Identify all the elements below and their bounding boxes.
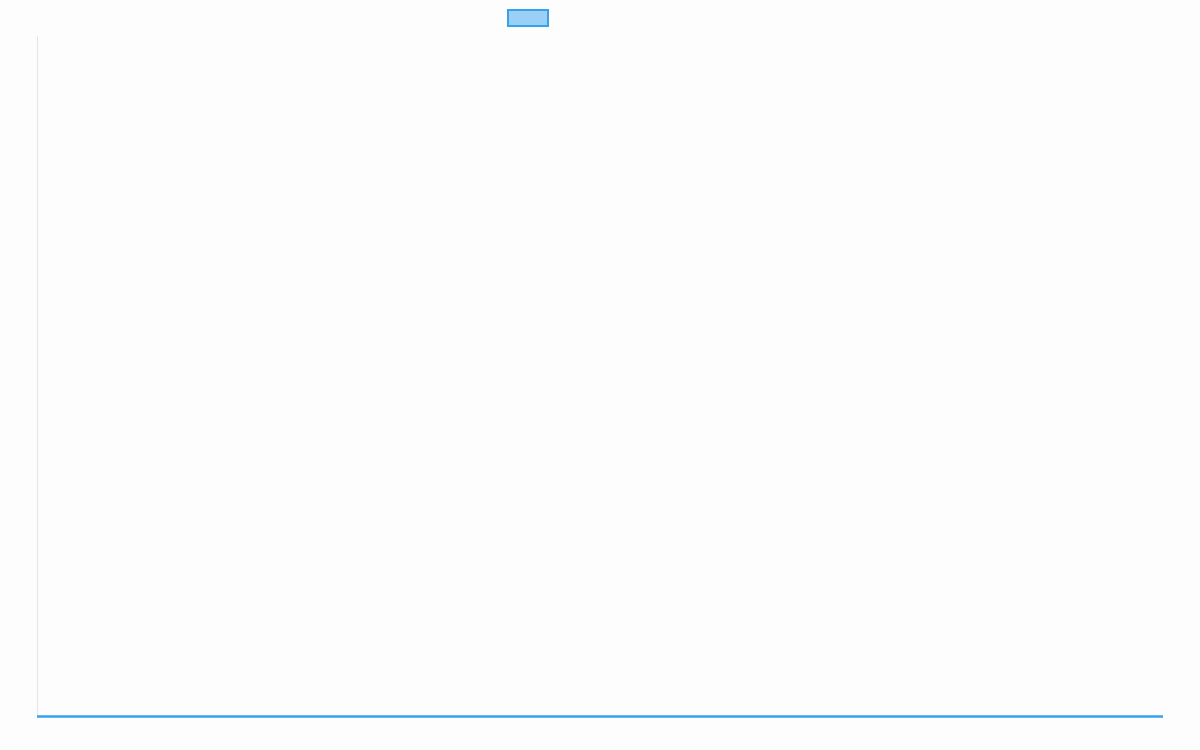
legend-swatch[interactable] [507, 9, 549, 27]
